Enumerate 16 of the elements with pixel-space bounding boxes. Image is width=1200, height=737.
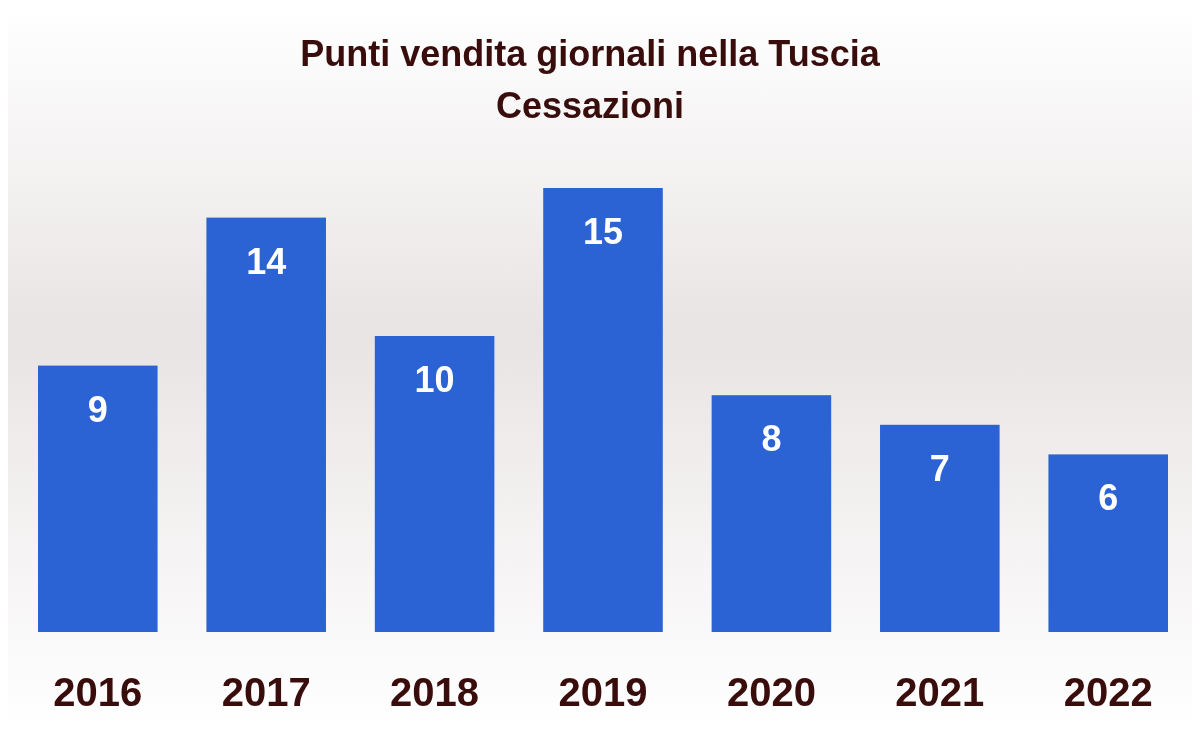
chart-subtitle: Cessazioni [495,85,685,126]
x-tick-label: 2022 [1063,670,1153,714]
data-label: 14 [246,240,287,282]
x-tick-label: 2016 [53,670,143,714]
data-label: 7 [929,447,950,489]
data-label: 8 [761,418,782,460]
x-tick-label: 2020 [726,670,816,714]
data-label: 15 [582,211,624,252]
data-label: 10 [414,359,455,400]
data-label: 9 [87,388,108,430]
data-label: 6 [1098,477,1119,519]
x-tick-label: 2018 [390,670,480,714]
x-tick-label: 2017 [221,670,311,714]
chart-title: Punti vendita giornali nella Tuscia [300,33,881,74]
x-tick-label: 2019 [558,670,648,714]
x-tick-label: 2021 [895,670,985,714]
